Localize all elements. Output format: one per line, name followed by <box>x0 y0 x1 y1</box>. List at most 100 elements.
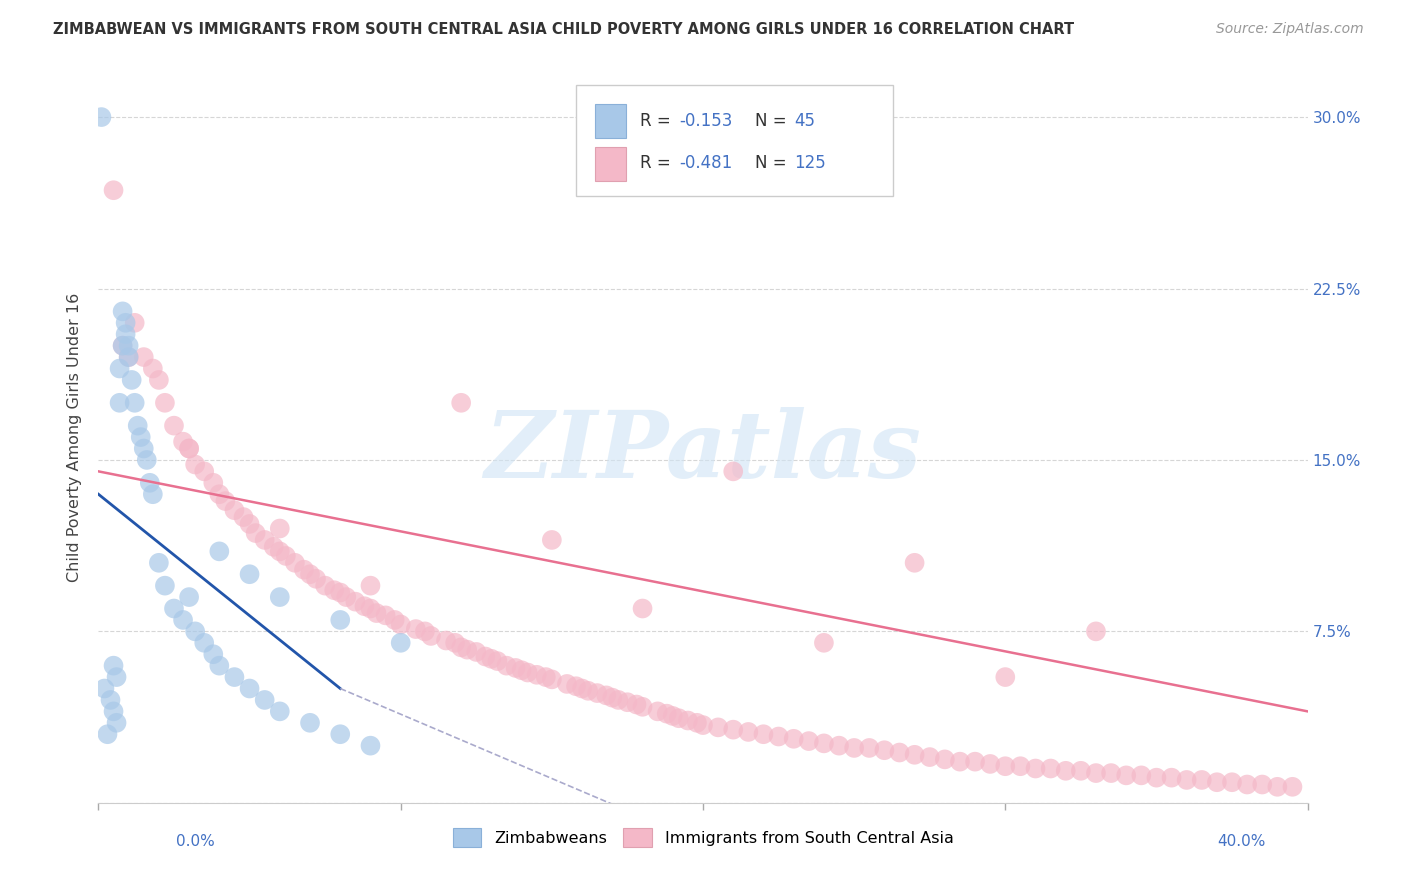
Legend: Zimbabweans, Immigrants from South Central Asia: Zimbabweans, Immigrants from South Centr… <box>446 822 960 854</box>
Point <box>1039 762 1062 776</box>
Point <box>456 642 478 657</box>
Point <box>114 316 136 330</box>
Point <box>142 487 165 501</box>
Point <box>108 361 131 376</box>
Point <box>202 647 225 661</box>
Point <box>904 747 927 762</box>
Point <box>1010 759 1032 773</box>
Point <box>1115 768 1137 782</box>
Point <box>360 579 382 593</box>
Point <box>1160 771 1182 785</box>
Point <box>179 442 201 456</box>
Point <box>274 549 297 563</box>
Point <box>314 579 336 593</box>
Point <box>269 590 291 604</box>
Point <box>655 706 678 721</box>
Point <box>1085 766 1108 780</box>
Point <box>607 693 630 707</box>
Point <box>299 715 322 730</box>
Point <box>263 540 285 554</box>
Point <box>737 725 759 739</box>
Point <box>299 567 322 582</box>
Y-axis label: Child Poverty Among Girls Under 16: Child Poverty Among Girls Under 16 <box>67 293 83 582</box>
Point <box>571 681 593 696</box>
Point <box>153 396 176 410</box>
Point <box>105 715 128 730</box>
Point <box>1099 766 1122 780</box>
Point <box>783 731 806 746</box>
Point <box>103 183 125 197</box>
Point <box>1220 775 1243 789</box>
Point <box>595 689 617 703</box>
Point <box>965 755 987 769</box>
Point <box>555 677 578 691</box>
Point <box>994 670 1017 684</box>
Point <box>121 373 143 387</box>
Point <box>269 521 291 535</box>
Point <box>450 396 472 410</box>
Point <box>239 681 262 696</box>
Text: 40.0%: 40.0% <box>1218 834 1265 849</box>
Point <box>111 338 134 352</box>
Point <box>111 338 134 352</box>
Point <box>224 670 246 684</box>
Text: Source: ZipAtlas.com: Source: ZipAtlas.com <box>1216 22 1364 37</box>
Point <box>1206 775 1229 789</box>
Point <box>103 705 125 719</box>
Point <box>118 338 141 352</box>
Point <box>526 667 548 681</box>
Point <box>360 739 382 753</box>
Point <box>366 606 388 620</box>
Point <box>1085 624 1108 639</box>
Point <box>576 683 599 698</box>
Point <box>1267 780 1289 794</box>
Point <box>344 595 367 609</box>
Point <box>100 693 122 707</box>
Point <box>103 658 125 673</box>
Point <box>586 686 609 700</box>
Point <box>127 418 149 433</box>
Point <box>329 613 352 627</box>
Text: 125: 125 <box>794 154 827 172</box>
Point <box>179 590 201 604</box>
Point <box>474 649 496 664</box>
Point <box>184 458 207 472</box>
Point <box>118 350 141 364</box>
Point <box>292 563 315 577</box>
Point <box>335 590 357 604</box>
Point <box>389 617 412 632</box>
Point <box>193 464 215 478</box>
Point <box>193 636 215 650</box>
Point <box>534 670 557 684</box>
Point <box>516 665 538 680</box>
Point <box>565 679 588 693</box>
Point <box>148 556 170 570</box>
Point <box>172 434 194 449</box>
Point <box>96 727 118 741</box>
Point <box>132 350 155 364</box>
Point <box>631 699 654 714</box>
Point <box>269 705 291 719</box>
Point <box>208 487 231 501</box>
Point <box>873 743 896 757</box>
Point <box>1144 771 1167 785</box>
Point <box>179 442 201 456</box>
Point <box>495 658 517 673</box>
Point <box>979 756 1001 771</box>
Point <box>481 652 503 666</box>
Point <box>105 670 128 684</box>
Point <box>202 475 225 490</box>
Point <box>93 681 115 696</box>
Text: 0.0%: 0.0% <box>176 834 215 849</box>
Point <box>616 695 638 709</box>
Text: N =: N = <box>755 112 792 130</box>
Text: ZIPatlas: ZIPatlas <box>485 407 921 497</box>
Point <box>1191 772 1213 787</box>
Point <box>305 572 328 586</box>
Point <box>661 709 683 723</box>
Point <box>434 633 457 648</box>
Point <box>626 698 648 712</box>
Point <box>353 599 375 614</box>
Point <box>114 327 136 342</box>
Point <box>132 442 155 456</box>
